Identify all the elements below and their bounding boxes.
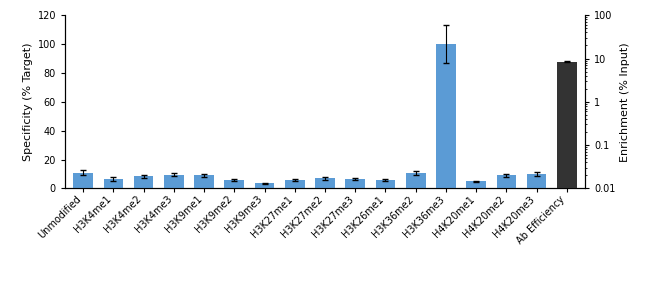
Bar <box>466 181 486 188</box>
Bar <box>497 175 516 188</box>
Bar <box>224 180 244 188</box>
Bar <box>436 44 456 188</box>
Bar <box>376 180 395 188</box>
Bar <box>255 183 274 188</box>
Bar <box>557 62 577 304</box>
Y-axis label: Specificity (% Target): Specificity (% Target) <box>23 43 33 161</box>
Bar <box>73 173 93 188</box>
Bar <box>406 173 426 188</box>
Bar <box>103 179 124 188</box>
Bar <box>315 178 335 188</box>
Bar <box>345 179 365 188</box>
Bar <box>285 180 305 188</box>
Bar <box>194 175 214 188</box>
Bar <box>526 174 547 188</box>
Bar <box>134 176 153 188</box>
Bar <box>164 175 184 188</box>
Y-axis label: Enrichment (% Input): Enrichment (% Input) <box>619 42 630 162</box>
